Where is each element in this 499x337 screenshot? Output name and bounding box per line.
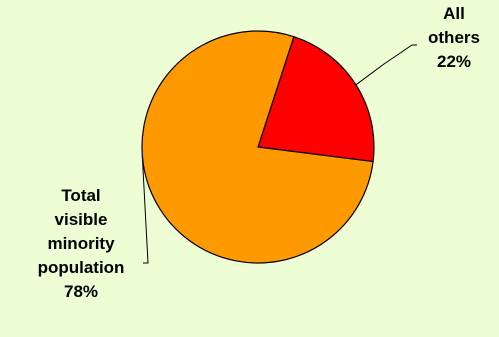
slice-label-text: minority <box>47 234 115 253</box>
slice-label-text: population <box>37 258 125 277</box>
slice-label-text: Total <box>61 186 101 205</box>
leader-line-0 <box>355 44 417 86</box>
slice-label-visible-minority: Total visible minority population 78% <box>18 184 144 304</box>
slice-label-all-others: All others 22% <box>404 2 499 74</box>
slice-percent-label: 22% <box>436 52 472 71</box>
slice-label-text: others <box>428 28 480 47</box>
slice-label-text: visible <box>54 210 108 229</box>
slice-percent-label: 78% <box>63 282 99 301</box>
leader-line-1 <box>141 155 149 264</box>
pie-slice-1 <box>141 30 374 264</box>
slice-label-text: All <box>443 4 465 23</box>
